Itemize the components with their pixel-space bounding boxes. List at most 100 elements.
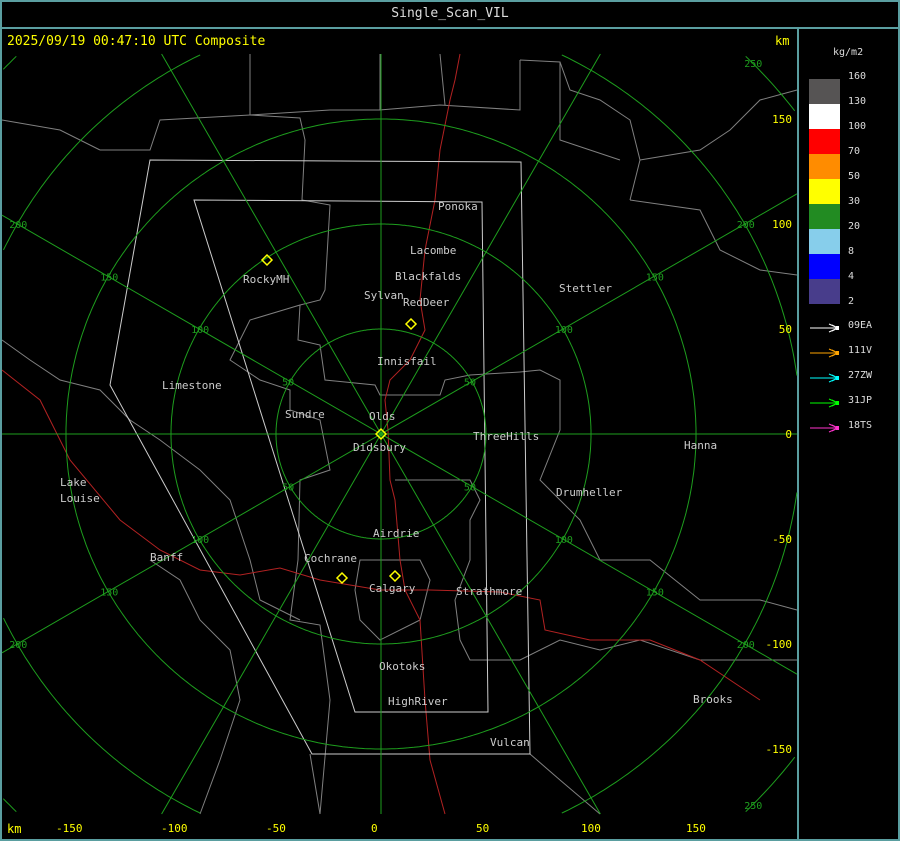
legend-bin: 50 <box>809 154 897 182</box>
city-label: Sundre <box>285 408 325 421</box>
legend-value: 4 <box>848 271 855 282</box>
x-tick-label: 100 <box>581 822 601 835</box>
ring-label: 150 <box>100 588 118 599</box>
x-tick-label: -100 <box>161 822 188 835</box>
legend-value: 70 <box>848 146 861 157</box>
arrow-icon <box>810 398 840 408</box>
ring-label: 150 <box>646 273 664 284</box>
y-tick-label: 0 <box>785 428 792 441</box>
ring-label: 50 <box>464 483 476 494</box>
range-ring <box>2 55 796 813</box>
ring-label: 200 <box>737 640 755 651</box>
ring-label: 150 <box>646 588 664 599</box>
city-label: Stettler <box>559 282 612 295</box>
ring-label: 100 <box>191 325 209 336</box>
coverage-boundary <box>193 199 489 713</box>
legend-value: 130 <box>848 96 867 107</box>
city-label: Drumheller <box>556 486 623 499</box>
y-tick-label: 150 <box>772 113 792 126</box>
city-label: Sylvan <box>364 289 404 302</box>
legend-bin: 20 <box>809 204 897 232</box>
legend-bin: 2 <box>809 279 897 307</box>
timestamp: 2025/09/19 00:47:10 UTC Composite <box>7 34 266 49</box>
y-tick-label: -50 <box>772 533 792 546</box>
ring-label: 50 <box>464 378 476 389</box>
y-tick-label: -150 <box>766 743 793 756</box>
ring-label: 100 <box>555 325 573 336</box>
ring-label: 50 <box>282 378 294 389</box>
radial-line <box>1 193 798 654</box>
radar-legend-item: 27ZW <box>809 370 897 385</box>
city-label: Okotoks <box>379 660 425 673</box>
range-ring <box>3 54 798 814</box>
ring-label: 250 <box>744 59 762 70</box>
axis-labels: -150 -100 -50 0 50 100 150 150 100 50 0 -50 -100 -150 <box>56 113 792 835</box>
radar-id: 09EA <box>848 320 873 331</box>
ring-label: 250 <box>744 801 762 812</box>
legend-bin: 30 <box>809 179 897 207</box>
ring-label: 100 <box>191 535 209 546</box>
county-boundary <box>229 304 331 815</box>
map-layer: 50 50 50 50 100 100 100 100 150 150 150 150 200 200 20… <box>1 53 798 815</box>
county-boundary <box>249 54 521 396</box>
ring-label: 200 <box>9 220 27 231</box>
window-title: Single_Scan_VIL <box>391 6 509 21</box>
km-label-bottom: km <box>7 822 22 836</box>
city-label: Lacombe <box>410 244 456 257</box>
city-label: Vulcan <box>490 736 530 749</box>
county-boundary <box>1 62 798 161</box>
city-label: Banff <box>150 551 183 564</box>
radar-site-icon <box>374 427 388 441</box>
city-label: ThreeHills <box>473 430 539 443</box>
city-label: RockyMH <box>243 273 289 286</box>
county-boundary <box>100 60 521 151</box>
legend-unit: kg/m2 <box>833 47 864 58</box>
city-label: Innisfail <box>377 355 437 368</box>
km-label-top: km <box>775 34 790 48</box>
city-label: Blackfalds <box>395 270 461 283</box>
radar-site-icon <box>388 569 402 583</box>
radar-site-icon <box>335 571 349 585</box>
radar-legend-item: 09EA <box>809 320 897 335</box>
legend-swatch <box>809 254 840 279</box>
arrow-icon <box>810 323 840 333</box>
radar-id: 31JP <box>848 395 873 406</box>
county-boundary <box>395 479 797 661</box>
ring-label: 150 <box>100 273 118 284</box>
legend-swatch <box>809 279 840 304</box>
coverage-boundary <box>109 159 531 755</box>
county-boundary <box>1 339 301 621</box>
city-label: Cochrane <box>304 552 357 565</box>
county-boundary <box>629 199 798 276</box>
ring-label: 50 <box>282 483 294 494</box>
legend-bin: 4 <box>809 254 897 282</box>
city-label: Olds <box>369 410 396 423</box>
legend-swatch <box>809 79 840 104</box>
x-tick-label: -150 <box>56 822 83 835</box>
legend-value: 30 <box>848 196 861 207</box>
legend-value: 160 <box>848 71 867 82</box>
radar-legend-item: 18TS <box>809 420 897 435</box>
legend-swatch <box>809 104 840 129</box>
ring-label: 200 <box>9 640 27 651</box>
county-boundary <box>309 753 601 815</box>
arrow-icon <box>810 348 840 358</box>
radar-id: 111V <box>848 345 873 356</box>
ring-label: 200 <box>737 220 755 231</box>
legend-swatch <box>809 229 840 254</box>
radar-id: 27ZW <box>848 370 873 381</box>
city-label: Hanna <box>684 439 717 452</box>
x-tick-label: -50 <box>266 822 286 835</box>
legend-swatch <box>809 179 840 204</box>
legend-bin: 130 <box>809 79 897 107</box>
y-tick-label: 100 <box>772 218 792 231</box>
legend-bin: 70 <box>809 129 897 157</box>
legend-value: 100 <box>848 121 867 132</box>
ring-label: 100 <box>555 535 573 546</box>
radar-id: 18TS <box>848 420 873 431</box>
city-label: Calgary <box>369 582 416 595</box>
legend-value: 50 <box>848 171 861 182</box>
county-boundary <box>354 559 431 641</box>
legend-bin: 8 <box>809 229 897 257</box>
